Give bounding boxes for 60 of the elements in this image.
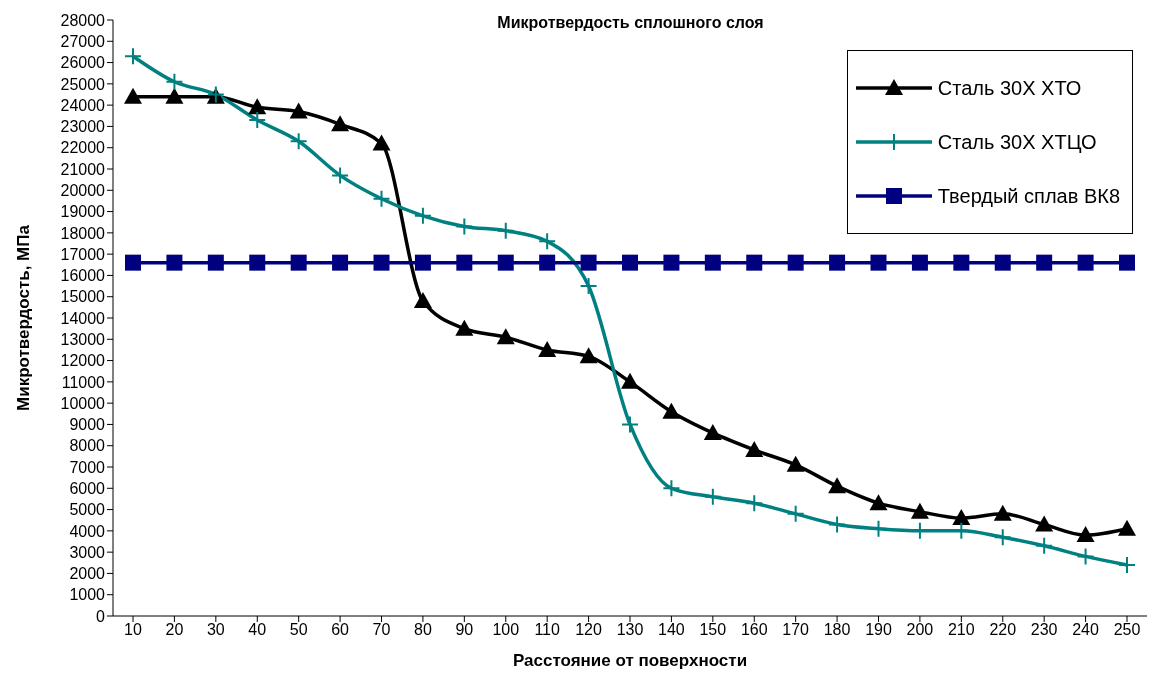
x-tick-label: 80 <box>414 621 432 639</box>
x-tick-label: 220 <box>989 621 1017 639</box>
x-tick-label: 240 <box>1072 621 1100 639</box>
y-tick-label: 3000 <box>69 543 106 561</box>
y-tick-label: 14000 <box>60 309 106 327</box>
y-tick-label: 8000 <box>69 437 106 455</box>
x-tick-label: 160 <box>740 621 768 639</box>
y-axis-title: Микротвердость, МПа <box>14 224 34 411</box>
y-tick-label: 19000 <box>60 203 106 221</box>
x-tick-label: 150 <box>699 621 727 639</box>
y-tick-label: 0 <box>96 607 106 625</box>
y-tick-label: 13000 <box>60 330 106 348</box>
x-tick-label: 200 <box>906 621 934 639</box>
x-tick-label: 230 <box>1030 621 1058 639</box>
y-tick-label: 20000 <box>60 181 106 199</box>
y-tick-label: 15000 <box>60 288 106 306</box>
x-tick-label: 60 <box>331 621 350 639</box>
legend-label: Твердый сплав ВК8 <box>937 184 1120 208</box>
y-tick-label: 17000 <box>60 245 106 263</box>
x-tick-label: 90 <box>455 621 474 639</box>
x-tick-label: 180 <box>823 621 851 639</box>
y-tick-label: 24000 <box>60 96 106 114</box>
chart-title: Микротвердость сплошного слоя <box>496 14 765 32</box>
y-tick-label: 4000 <box>69 522 106 540</box>
y-tick-label: 18000 <box>60 224 106 242</box>
x-tick-label: 70 <box>372 621 391 639</box>
x-tick-label: 210 <box>947 621 975 639</box>
y-tick-label: 7000 <box>69 458 106 476</box>
x-tick-label: 50 <box>289 621 308 639</box>
y-tick-label: 27000 <box>60 32 106 50</box>
y-tick-label: 5000 <box>69 501 106 519</box>
x-tick-label: 10 <box>124 621 142 639</box>
y-tick-label: 2000 <box>69 565 106 583</box>
y-tick-label: 12000 <box>60 352 106 370</box>
y-tick-label: 16000 <box>60 267 106 285</box>
y-tick-label: 25000 <box>60 75 106 93</box>
x-tick-label: 100 <box>492 621 520 639</box>
y-tick-label: 11000 <box>61 373 106 391</box>
y-tick-label: 21000 <box>60 160 106 178</box>
y-tick-label: 6000 <box>69 479 106 497</box>
y-tick-label: 10000 <box>60 394 106 412</box>
y-tick-label: 23000 <box>60 118 106 136</box>
x-tick-label: 120 <box>575 621 603 639</box>
x-axis-title: Расстояние от поверхности <box>512 651 748 670</box>
y-tick-label: 26000 <box>60 54 106 72</box>
y-tick-label: 28000 <box>60 11 106 29</box>
legend-label: Сталь 30Х ХТЦО <box>937 130 1097 154</box>
y-tick-label: 1000 <box>69 586 106 604</box>
x-tick-label: 110 <box>534 621 561 639</box>
x-tick-label: 130 <box>616 621 644 639</box>
x-tick-label: 250 <box>1113 621 1141 639</box>
x-tick-label: 170 <box>782 621 810 639</box>
x-tick-label: 40 <box>248 621 267 639</box>
legend-label: Сталь 30Х ХТО <box>937 76 1082 100</box>
y-tick-label: 22000 <box>60 139 106 157</box>
x-tick-label: 190 <box>865 621 892 639</box>
x-tick-label: 20 <box>165 621 184 639</box>
x-tick-label: 140 <box>658 621 685 639</box>
y-tick-label: 9000 <box>69 416 106 434</box>
x-tick-label: 30 <box>206 621 225 639</box>
